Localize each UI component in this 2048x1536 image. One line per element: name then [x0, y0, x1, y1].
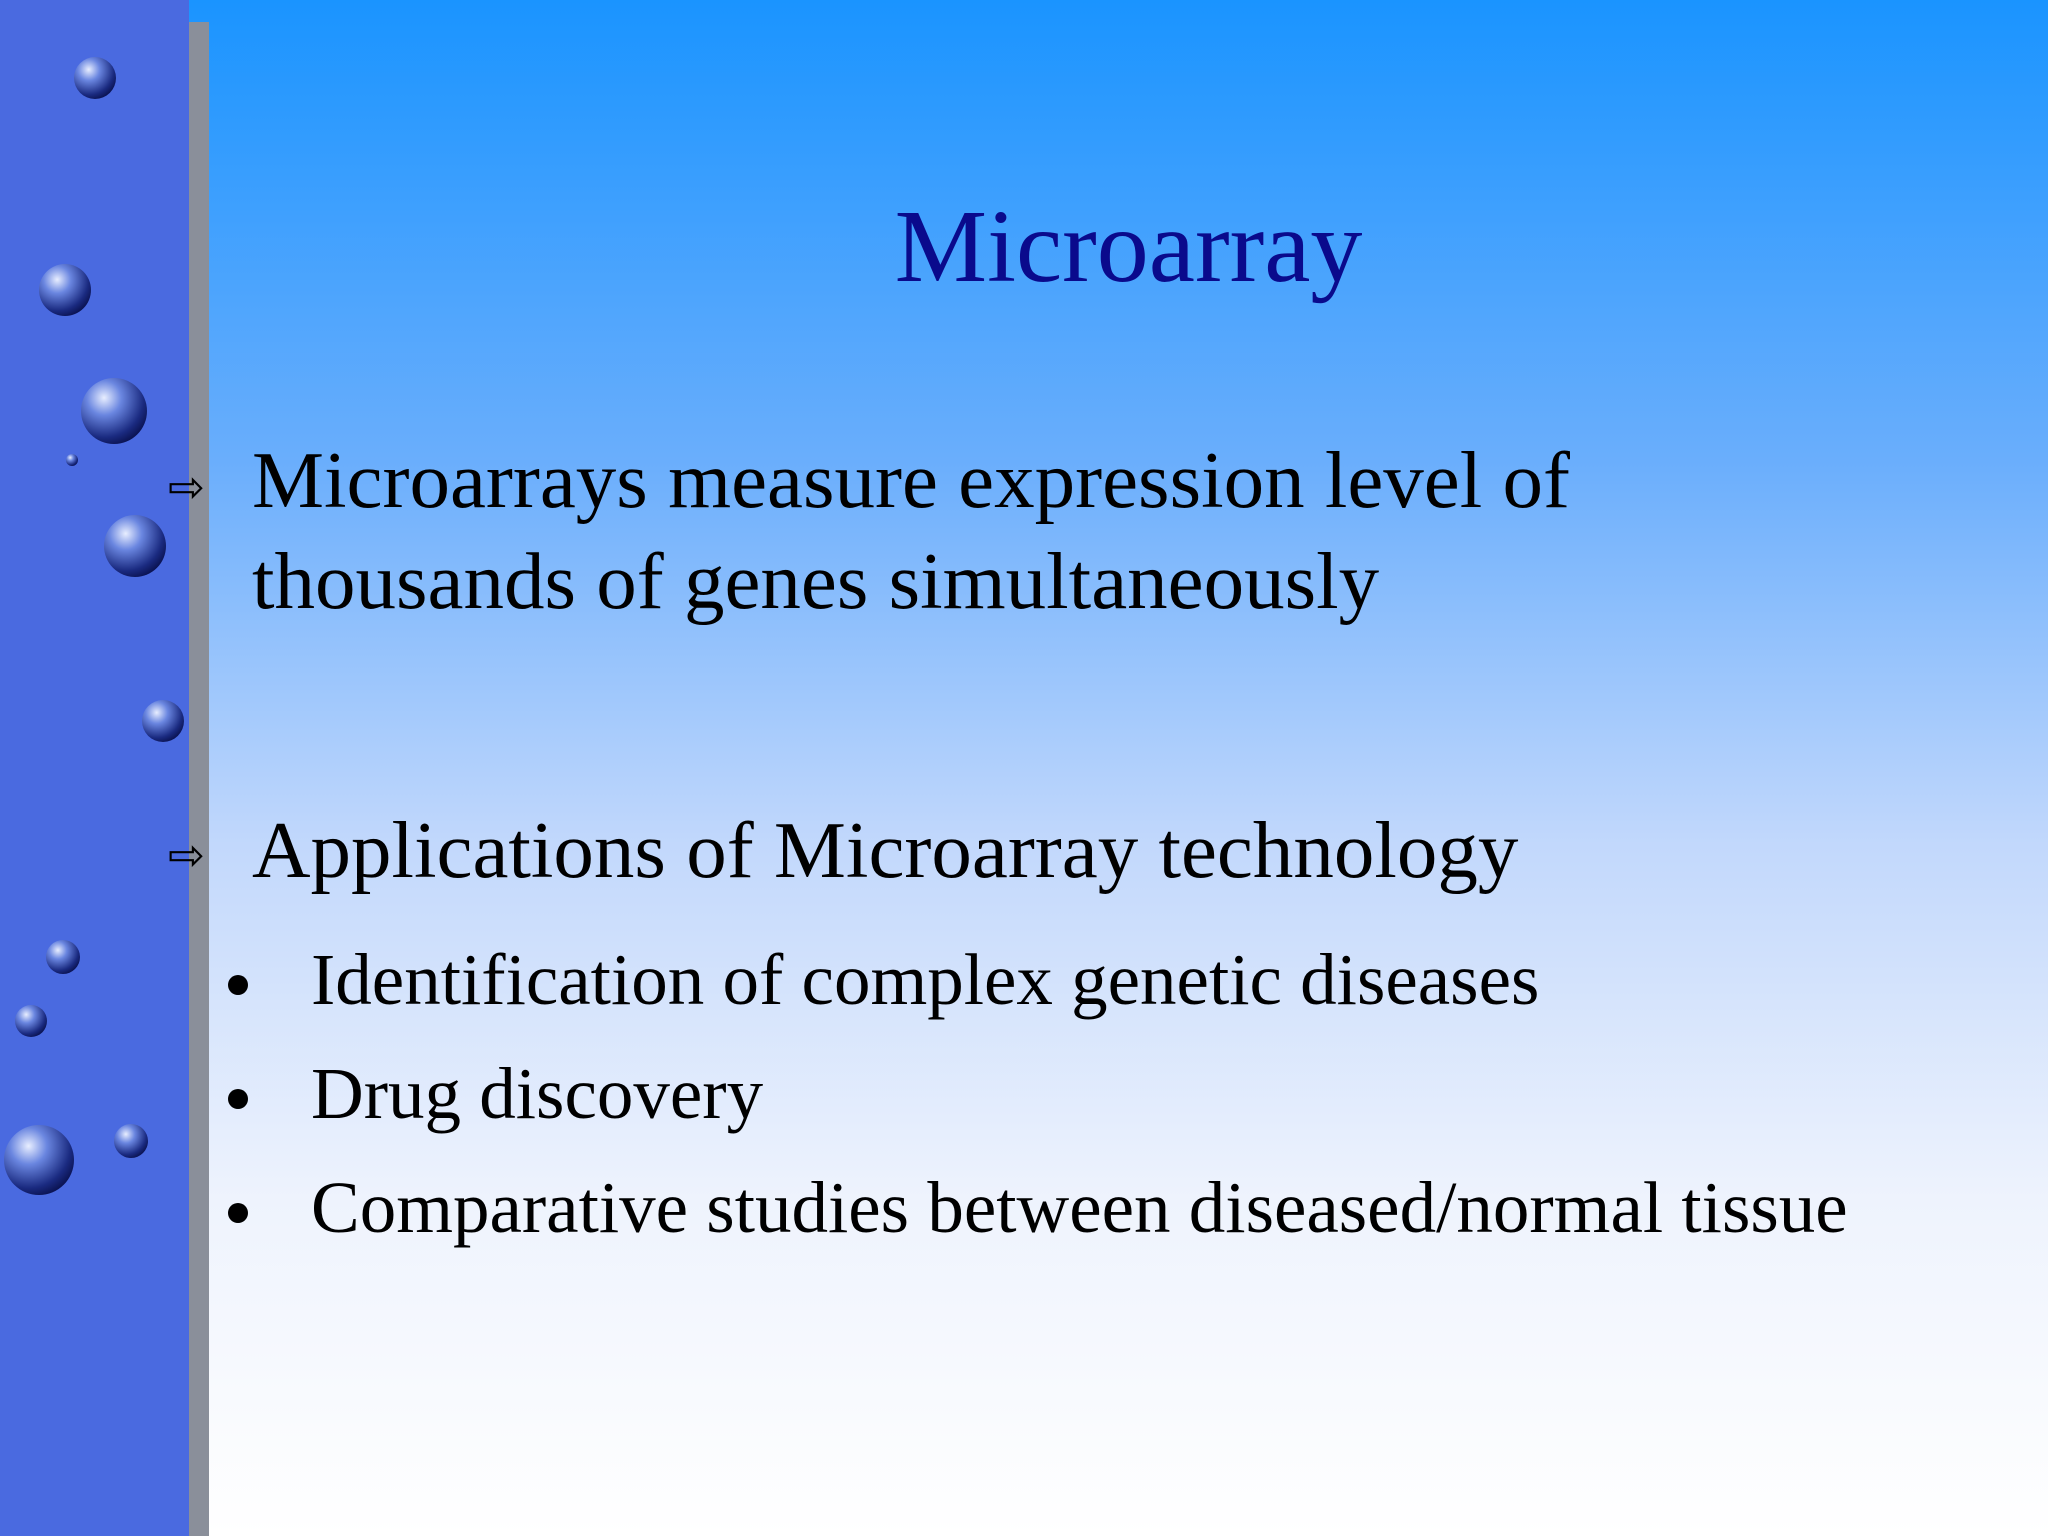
bullet-text: Applications of Microarray technology — [252, 805, 1519, 895]
bullet-text: Microarrays measure expression level of … — [252, 435, 1570, 626]
side-bar — [0, 0, 189, 1536]
sub-item: Comparative studies between diseased/nor… — [311, 1167, 1848, 1248]
bullet-arrow: ⇨ — [168, 831, 205, 880]
side-stripe — [189, 22, 209, 1536]
sub-bullet-dot — [228, 1089, 248, 1109]
sub-item: Drug discovery — [311, 1053, 764, 1134]
slide-title: Microarray — [894, 189, 1363, 304]
bullet-arrow: ⇨ — [168, 463, 205, 512]
sub-bullet-dot — [228, 975, 248, 995]
bubbles — [4, 57, 184, 1195]
sub-bullet-dot — [228, 1203, 248, 1223]
sub-item: Identification of complex genetic diseas… — [311, 939, 1540, 1020]
